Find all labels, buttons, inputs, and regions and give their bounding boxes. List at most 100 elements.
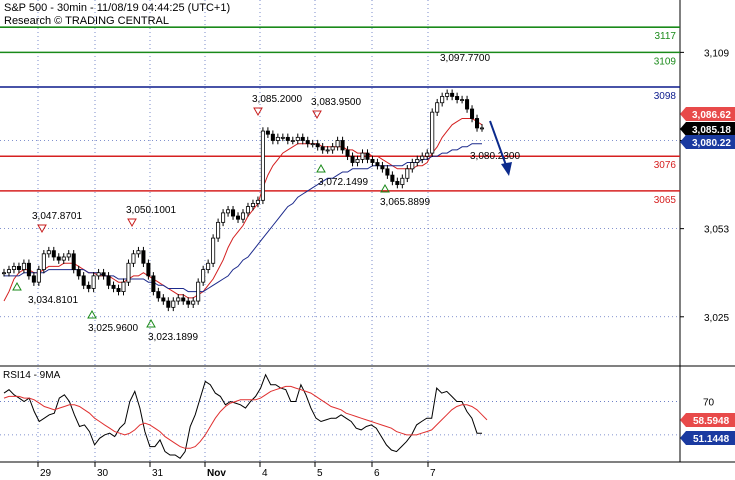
chart-subtitle: Research © TRADING CENTRAL — [4, 15, 169, 27]
candle-body — [350, 155, 355, 163]
candle-body — [420, 155, 425, 160]
candle-body — [61, 256, 66, 261]
candle-body — [440, 96, 445, 104]
candle-body — [101, 272, 106, 277]
chart-title: S&P 500 - 30min - 11/08/19 04:44:25 (UTC… — [4, 2, 230, 14]
annotation-label: 3,065.8899 — [380, 197, 430, 208]
candle-body — [245, 206, 250, 214]
candle-body — [460, 99, 465, 101]
candle-body — [231, 209, 236, 217]
candle-body — [11, 266, 16, 270]
rsi-badge — [680, 413, 735, 427]
candle-body — [141, 250, 146, 264]
candle-body — [365, 152, 370, 160]
candle-body — [56, 256, 61, 261]
candle-body — [275, 136, 280, 141]
rsi-axis: 70 58.5948 51.1448 — [680, 397, 735, 445]
low-marker-icon — [87, 309, 97, 319]
price-badge-label: 3,086.62 — [692, 110, 731, 121]
candle-body — [66, 253, 71, 258]
candle-body — [380, 165, 385, 170]
candle-body — [191, 300, 196, 305]
rsi-badge-label: 51.1448 — [693, 434, 730, 445]
candle-body — [81, 275, 86, 286]
candle-body — [345, 149, 350, 157]
annotation-label: 3,025.9600 — [88, 323, 138, 334]
low-marker-icon — [380, 183, 390, 193]
level-label-3098: 3098 — [654, 91, 677, 102]
candle-body — [21, 262, 26, 270]
candle-body — [86, 284, 91, 289]
candle-body — [166, 300, 171, 308]
annotation-label: 3,083.9500 — [311, 97, 361, 108]
high-marker-icon — [253, 107, 263, 117]
candle-body — [116, 288, 121, 293]
rsi-title: RSI14 - 9MA — [3, 370, 61, 381]
candle-body — [216, 221, 221, 239]
price-badge — [680, 107, 735, 121]
candle-body — [36, 269, 41, 283]
price-panel — [0, 0, 680, 366]
time-tick-label: 4 — [262, 468, 268, 479]
candle-body — [26, 262, 31, 277]
candle-body — [51, 250, 56, 258]
candle-body — [415, 158, 420, 163]
time-tick-label: 7 — [430, 468, 436, 479]
candle-body — [395, 181, 400, 185]
candle-body — [370, 158, 375, 163]
candle-body — [146, 262, 151, 277]
candle-body — [305, 140, 310, 145]
candle-body — [236, 215, 241, 220]
candle-body — [445, 92, 450, 97]
candle-body — [430, 111, 435, 154]
candle-body — [181, 297, 186, 302]
rsi-grid — [0, 401, 680, 436]
candle-body — [300, 136, 305, 141]
annotation-label: 3,034.8101 — [28, 295, 78, 306]
candle-body — [126, 262, 131, 283]
candle-body — [250, 203, 255, 208]
candle-body — [475, 118, 480, 129]
price-badges: 3,086.62 3,085.18 3,080.22 — [680, 107, 735, 149]
candle-body — [385, 168, 390, 176]
candle-body — [265, 130, 270, 135]
low-marker-icon — [146, 318, 156, 328]
candlesticks — [1, 89, 485, 312]
candle-body — [360, 152, 365, 160]
annotation-label: 3,080.2300 — [470, 151, 520, 162]
candle-body — [320, 146, 325, 151]
rsi-line — [3, 373, 482, 459]
candle-body — [295, 136, 300, 141]
time-tick-label: 29 — [40, 468, 52, 479]
time-tick-label: 6 — [374, 468, 380, 479]
candle-body — [280, 136, 285, 139]
candle-body — [176, 297, 181, 302]
candle-body — [325, 149, 330, 152]
candle-body — [435, 102, 440, 113]
annotation-label: 3,072.1499 — [318, 177, 368, 188]
high-marker-icon — [312, 110, 322, 120]
candle-body — [375, 162, 380, 167]
level-label-3065: 3065 — [654, 195, 677, 206]
annotation-label: 3,023.1899 — [148, 332, 198, 343]
candle-body — [405, 168, 410, 179]
candle-body — [16, 266, 21, 270]
candle-body — [410, 162, 415, 170]
candle-body — [76, 269, 81, 277]
candle-body — [96, 272, 101, 277]
candle-body — [240, 212, 246, 220]
time-tick-label: 5 — [317, 468, 323, 479]
annotation-label: 3,097.7700 — [440, 53, 490, 64]
projection-arrow-shaft — [489, 120, 508, 169]
high-marker-icon — [127, 218, 137, 228]
candle-body — [290, 140, 295, 142]
rsi-ma-line — [3, 385, 488, 449]
candle-body — [270, 133, 275, 141]
low-marker-icon — [12, 281, 22, 291]
candle-body — [91, 275, 96, 289]
candle-body — [465, 99, 470, 110]
level-label-3076: 3076 — [654, 160, 677, 171]
candle-body — [221, 212, 226, 223]
candle-body — [206, 262, 211, 270]
